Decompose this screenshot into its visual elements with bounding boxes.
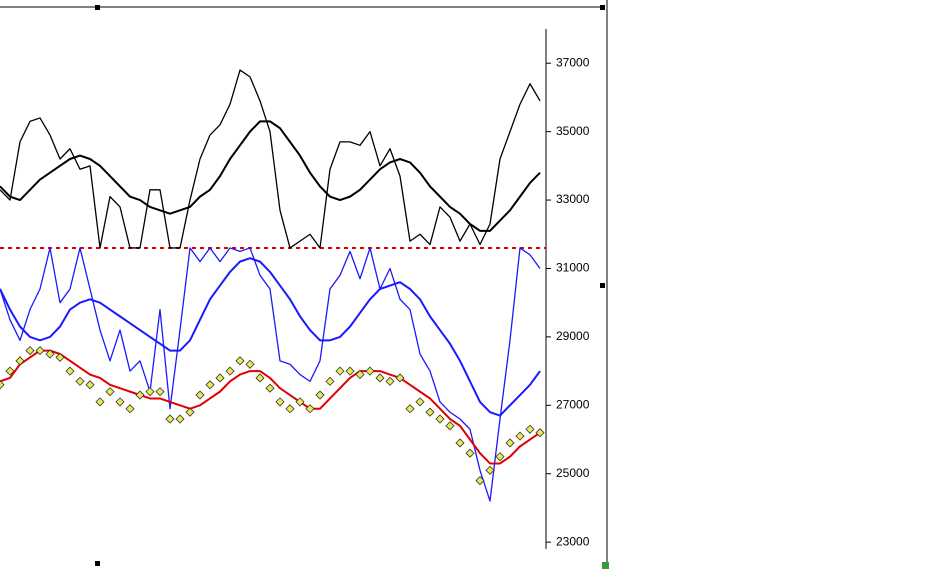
marker [245,359,255,369]
marker [25,346,35,356]
marker [335,366,345,376]
marker [95,397,105,407]
marker [365,366,375,376]
marker [205,380,215,390]
handle [95,561,100,566]
marker [535,428,545,438]
marker [175,414,185,424]
marker [5,366,15,376]
marker [215,373,225,383]
y-tick-label: 35000 [556,124,590,138]
marker [0,380,5,390]
marker [455,438,465,448]
marker [255,373,265,383]
marker [395,373,405,383]
series-line [0,349,541,465]
marker [405,404,415,414]
marker [15,356,25,366]
handle [600,5,605,10]
marker [505,438,515,448]
y-tick-label: 37000 [556,55,590,69]
marker [145,387,155,397]
marker [315,390,325,400]
marker [265,383,275,393]
series-line [0,247,541,502]
marker [375,373,385,383]
marker [515,431,525,441]
marker [225,366,235,376]
marker [105,387,115,397]
marker [465,448,475,458]
plot-area [0,69,546,502]
series-line [0,69,541,249]
marker [445,421,455,431]
y-tick-label: 23000 [556,534,590,548]
y-tick-label: 33000 [556,192,590,206]
marker [185,407,195,417]
marker [45,349,55,359]
marker [75,376,85,386]
marker [435,414,445,424]
y-tick-label: 25000 [556,466,590,480]
marker [525,424,535,434]
marker [325,376,335,386]
marker [85,380,95,390]
marker [155,387,165,397]
handle [95,5,100,10]
marker [135,390,145,400]
corner-grip [602,562,609,569]
marker [355,369,365,380]
marker [295,397,305,407]
marker [285,404,295,414]
marker [55,352,65,362]
marker [485,465,495,475]
y-tick-label: 29000 [556,329,590,343]
y-tick-label: 27000 [556,397,590,411]
marker [165,414,175,424]
marker [35,346,45,356]
marker [495,452,505,462]
y-tick-label: 31000 [556,261,590,275]
marker [115,397,125,407]
marker [125,404,135,414]
marker [235,356,245,366]
marker [475,476,485,486]
marker [425,407,435,417]
marker [345,366,355,376]
marker [305,404,315,414]
marker [195,390,205,400]
handle [600,283,605,288]
marker [275,397,285,407]
marker [415,397,425,407]
marker [65,366,75,376]
marker [385,376,395,386]
series-line [0,120,541,232]
series-line [0,257,541,417]
